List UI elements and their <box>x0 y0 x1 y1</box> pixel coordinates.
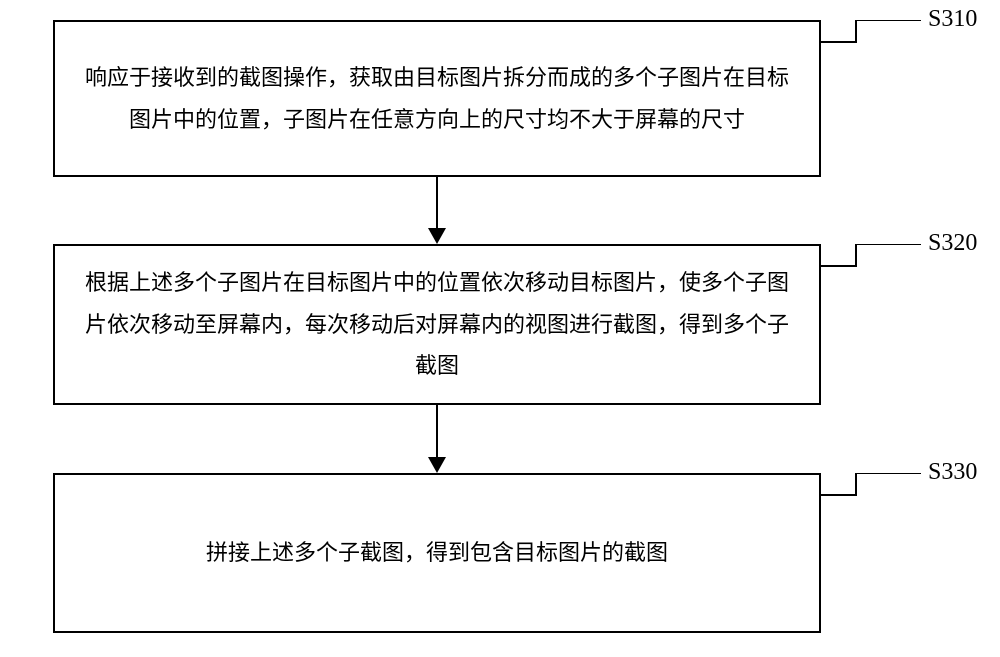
label-connector-s310 <box>821 20 921 50</box>
step-text-s320: 根据上述多个子图片在目标图片中的位置依次移动目标图片，使多个子图片依次移动至屏幕… <box>75 262 799 387</box>
step-label-s310: S310 <box>928 6 977 33</box>
arrow-1-head <box>428 228 446 244</box>
step-box-s310: 响应于接收到的截图操作，获取由目标图片拆分而成的多个子图片在目标图片中的位置，子… <box>53 20 821 177</box>
arrow-1-line <box>436 177 438 230</box>
step-box-s330: 拼接上述多个子截图，得到包含目标图片的截图 <box>53 473 821 633</box>
step-label-s320: S320 <box>928 230 977 257</box>
flowchart: 响应于接收到的截图操作，获取由目标图片拆分而成的多个子图片在目标图片中的位置，子… <box>0 0 1000 657</box>
arrow-2-head <box>428 457 446 473</box>
label-connector-s330 <box>821 473 921 503</box>
step-box-s320: 根据上述多个子图片在目标图片中的位置依次移动目标图片，使多个子图片依次移动至屏幕… <box>53 244 821 405</box>
step-label-s330: S330 <box>928 459 977 486</box>
arrow-2-line <box>436 405 438 459</box>
label-connector-s320 <box>821 244 921 274</box>
step-text-s310: 响应于接收到的截图操作，获取由目标图片拆分而成的多个子图片在目标图片中的位置，子… <box>75 57 799 141</box>
step-text-s330: 拼接上述多个子截图，得到包含目标图片的截图 <box>206 532 668 574</box>
